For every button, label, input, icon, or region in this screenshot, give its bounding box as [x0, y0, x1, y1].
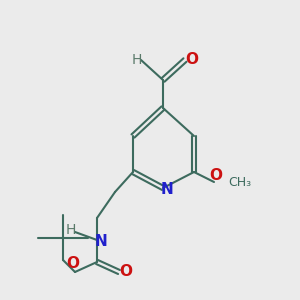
Text: CH₃: CH₃: [228, 176, 251, 190]
Text: N: N: [160, 182, 173, 196]
Text: H: H: [132, 53, 142, 67]
Text: O: O: [209, 167, 223, 182]
Text: O: O: [67, 256, 80, 272]
Text: H: H: [66, 223, 76, 237]
Text: O: O: [119, 265, 133, 280]
Text: O: O: [185, 52, 199, 68]
Text: N: N: [94, 233, 107, 248]
